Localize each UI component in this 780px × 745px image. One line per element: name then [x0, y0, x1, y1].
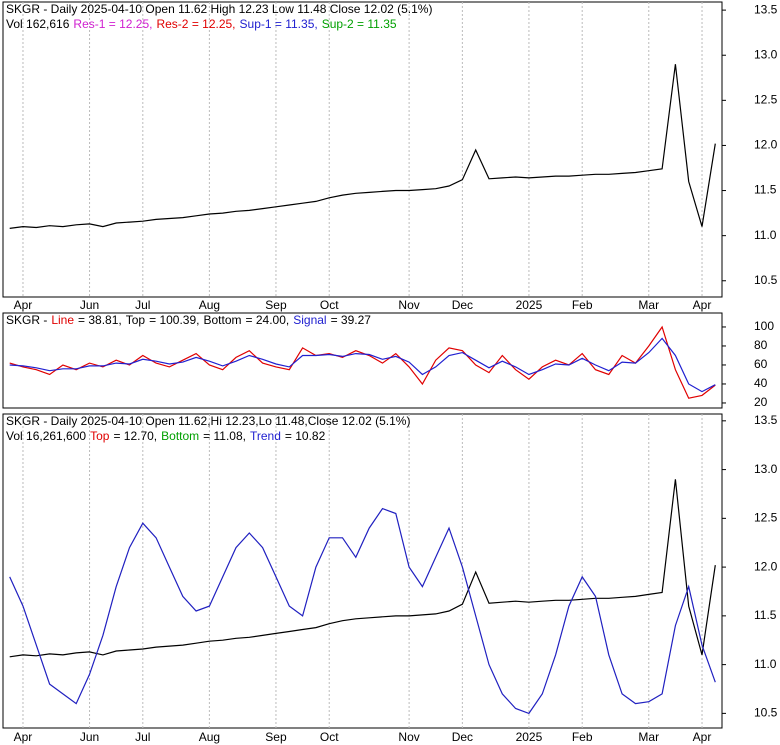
panel-frame	[2, 312, 723, 409]
x-tick-label: Jul	[135, 298, 150, 312]
header-text: = 10.82	[285, 429, 326, 443]
y-tick-label: 12.5	[754, 93, 778, 107]
y-tick-label: 11.5	[754, 183, 777, 197]
header-text: Res-1 = 12.25,	[73, 17, 152, 31]
header-text: Signal	[293, 313, 326, 327]
series-line	[9, 479, 716, 658]
x-tick-label: Sep	[265, 298, 287, 312]
y-tick-label: 11.0	[754, 657, 777, 671]
x-tick-label: Dec	[452, 298, 473, 312]
header-text: Res-2 = 12.25,	[156, 17, 235, 31]
x-tick-label: Sep	[265, 730, 287, 744]
y-tick-label: 11.0	[754, 228, 777, 242]
series-line	[9, 507, 716, 715]
x-tick-label: Mar	[638, 730, 659, 744]
x-tick-label: Oct	[320, 298, 339, 312]
series-line	[9, 64, 716, 229]
y-tick-label: 40	[754, 376, 768, 390]
x-tick-label: Feb	[572, 730, 593, 744]
header-text: Line	[51, 313, 74, 327]
x-tick-label: Apr	[693, 298, 712, 312]
header-text: = 11.08,	[203, 429, 246, 443]
y-tick-label: 20	[754, 395, 768, 409]
y-tick-label: 12.0	[754, 138, 778, 152]
header-text: Sup-1 = 11.35,	[240, 17, 318, 31]
x-tick-label: Feb	[572, 298, 593, 312]
y-tick-label: 11.5	[754, 608, 777, 622]
header-text: Sup-2 = 11.35	[322, 17, 397, 31]
panel-frame	[2, 413, 723, 729]
x-tick-label: 2025	[516, 730, 543, 744]
header-text: SKGR - Daily 2025-04-10 Open 11.62 High …	[6, 2, 432, 16]
header-text: Top	[126, 313, 146, 327]
header-text: = 38.81,	[78, 313, 122, 327]
y-tick-label: 100	[754, 319, 774, 333]
x-tick-label: Jul	[135, 730, 150, 744]
y-tick-label: 60	[754, 357, 768, 371]
x-tick-label: Apr	[14, 730, 33, 744]
series-line	[9, 337, 716, 393]
y-tick-label: 80	[754, 338, 768, 352]
y-tick-label: 13.0	[754, 462, 778, 476]
x-tick-label: Jun	[80, 298, 99, 312]
header-text: SKGR - Daily 2025-04-10 Open 11.62,Hi 12…	[6, 414, 410, 428]
y-tick-label: 13.5	[754, 413, 778, 427]
header-text: = 24.00,	[246, 313, 290, 327]
header-text: = 100.39,	[149, 313, 199, 327]
x-tick-label: 2025	[516, 298, 543, 312]
x-tick-label: Nov	[398, 298, 419, 312]
header-text: = 12.70,	[113, 429, 157, 443]
header-text: = 39.27	[331, 313, 372, 327]
y-tick-label: 12.5	[754, 511, 778, 525]
panel-frame	[2, 1, 723, 298]
x-tick-label: Dec	[452, 730, 473, 744]
header-text: Vol 162,616	[6, 17, 70, 31]
y-tick-label: 10.5	[754, 273, 778, 287]
header-text: SKGR -	[6, 313, 47, 327]
x-tick-label: Nov	[398, 730, 419, 744]
header-text: Top	[90, 429, 110, 443]
y-tick-label: 13.5	[754, 2, 778, 16]
x-tick-label: Jun	[80, 730, 99, 744]
x-tick-label: Apr	[14, 298, 33, 312]
x-tick-label: Aug	[199, 730, 220, 744]
y-tick-label: 12.0	[754, 559, 778, 573]
header-text: Bottom	[204, 313, 242, 327]
header-text: Trend	[250, 429, 281, 443]
y-tick-label: 10.5	[754, 706, 778, 720]
header-text: Vol 16,261,600	[6, 429, 86, 443]
x-tick-label: Apr	[693, 730, 712, 744]
header-text: Bottom	[161, 429, 199, 443]
y-tick-label: 13.0	[754, 47, 778, 61]
x-tick-label: Oct	[320, 730, 339, 744]
x-tick-label: Mar	[638, 298, 659, 312]
x-tick-label: Aug	[199, 298, 220, 312]
